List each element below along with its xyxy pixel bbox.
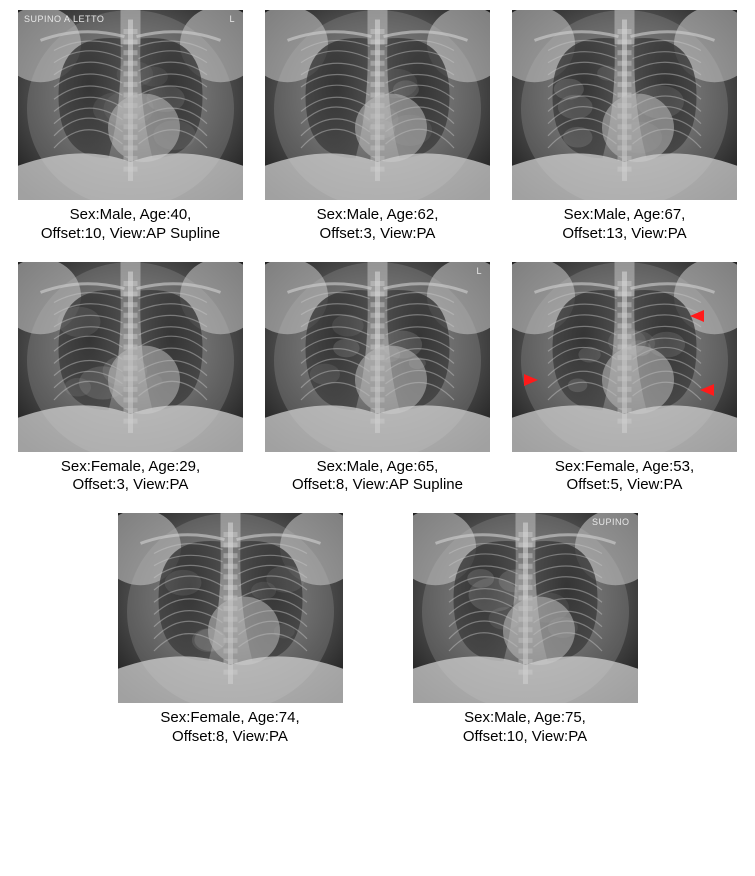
caption-line2: Offset:5, View:PA [567,476,683,493]
caption-line2: Offset:13, View:PA [562,225,686,242]
xray-image [512,262,737,452]
xray-corner-label-right: SUPINO [592,517,630,527]
xray-corner-label-right: L [476,266,482,276]
xray-image [18,262,243,452]
panel-caption: Sex:Male, Age:65,Offset:8, View:AP Supli… [292,458,463,496]
caption-line2: Offset:3, View:PA [320,225,436,242]
caption-line1: Sex:Female, Age:29, [61,458,200,475]
figure-grid: SUPINO A LETTO L Sex:Male, Age:40, Offset:1… [18,10,737,747]
grid-row-1: SUPINO A LETTO L Sex:Male, Age:40, Offset:1… [18,10,737,244]
caption-line1: Sex:Female, Age:53, [555,458,694,475]
panel-caption: Sex:Female, Age:29,Offset:3, View:PA [61,458,200,496]
caption-line2: Offset:3, View:PA [73,476,189,493]
caption-line2: Offset:8, View:AP Supline [292,476,463,493]
grid-row-3: Sex:Female, Age:74, Offset:8, View:PA SUP… [18,513,737,747]
panel-caption: Sex:Male, Age:40, Offset:10, View:AP Supl… [41,206,220,244]
xray-image [118,513,343,703]
grid-row-2: Sex:Female, Age:29,Offset:3, View:PA L Se… [18,262,737,496]
panel-caption: Sex:Male, Age:75, Offset:10, View:PA [463,709,587,747]
xray-image: L [265,262,490,452]
panel-6: Sex:Female, Age:74, Offset:8, View:PA [118,513,343,747]
xray-image: SUPINO [413,513,638,703]
panel-caption: Sex:Male, Age:62, Offset:3, View:PA [317,206,439,244]
caption-line1: Sex:Male, Age:62, [317,206,439,223]
caption-line2: Offset:10, View:PA [463,728,587,745]
caption-line2: Offset:8, View:PA [172,728,288,745]
caption-line1: Sex:Male, Age:75, [464,709,586,726]
caption-line1: Sex:Male, Age:40, [70,206,192,223]
panel-caption: Sex:Male, Age:67, Offset:13, View:PA [562,206,686,244]
caption-line1: Sex:Male, Age:67, [564,206,686,223]
panel-caption: Sex:Female, Age:74, Offset:8, View:PA [160,709,299,747]
xray-corner-label-right: L [229,14,235,24]
caption-line2: Offset:10, View:AP Supline [41,225,220,242]
annotation-arrow-icon [524,374,538,386]
annotation-arrow-icon [690,310,704,322]
annotation-arrow-icon [700,384,714,396]
xray-image [512,10,737,200]
panel-1: Sex:Male, Age:62, Offset:3, View:PA [265,10,490,244]
caption-line1: Sex:Female, Age:74, [160,709,299,726]
panel-2: Sex:Male, Age:67, Offset:13, View:PA [512,10,737,244]
panel-3: Sex:Female, Age:29,Offset:3, View:PA [18,262,243,496]
panel-7: SUPINO Sex:Male, Age:75, Offset:10, View:P… [413,513,638,747]
xray-corner-label-left: SUPINO A LETTO [24,14,104,24]
caption-line1: Sex:Male, Age:65, [317,458,439,475]
panel-caption: Sex:Female, Age:53,Offset:5, View:PA [555,458,694,496]
panel-4: L Sex:Male, Age:65,Offset:8, View:AP Supl… [265,262,490,496]
xray-image: SUPINO A LETTO L [18,10,243,200]
xray-image [265,10,490,200]
panel-5: Sex:Female, Age:53,Offset:5, View:PA [512,262,737,496]
panel-0: SUPINO A LETTO L Sex:Male, Age:40, Offset:1… [18,10,243,244]
